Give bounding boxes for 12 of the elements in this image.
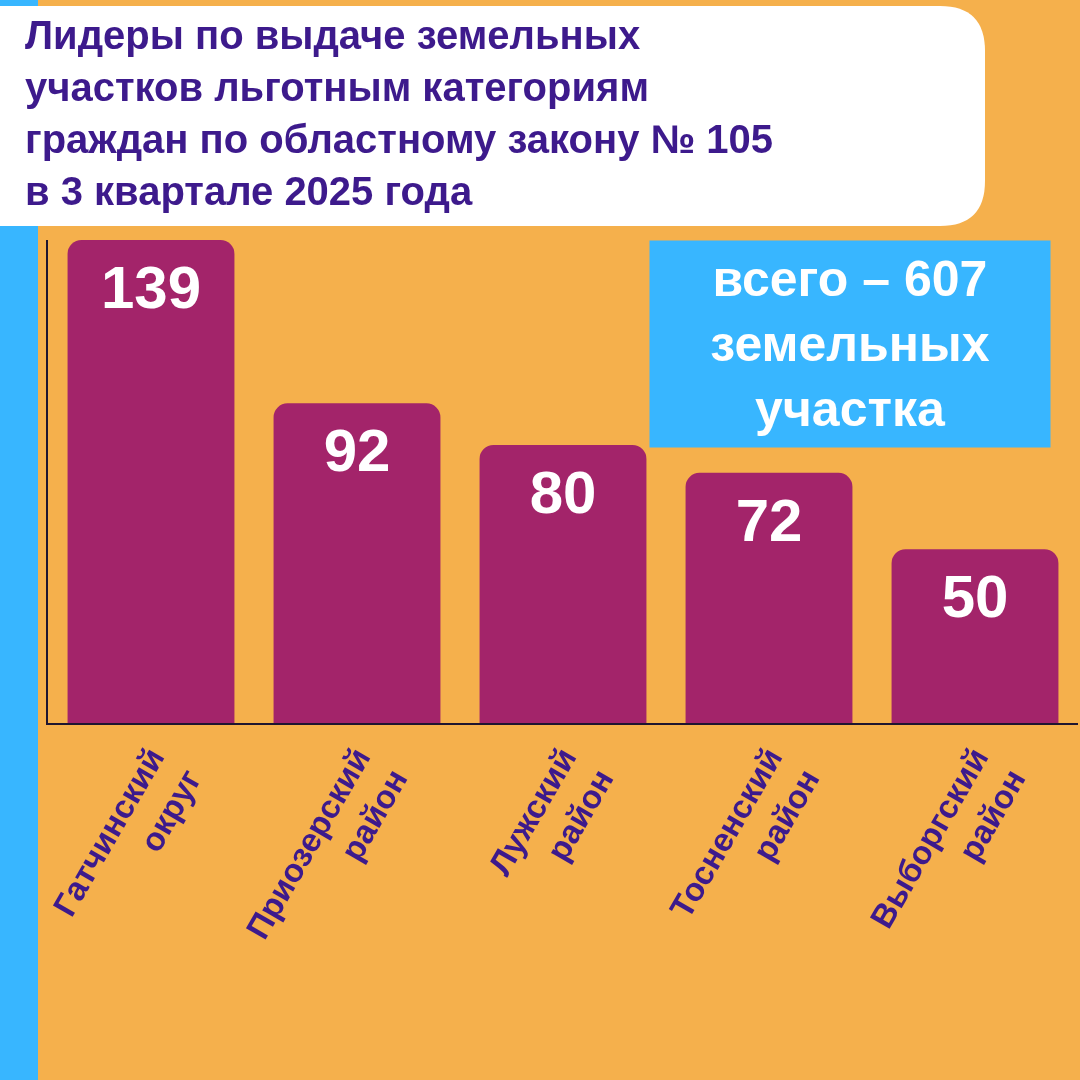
- bar: [685, 472, 853, 723]
- data-label: 139: [100, 254, 202, 321]
- bar: [891, 549, 1059, 723]
- data-label: 80: [529, 459, 597, 527]
- chart-title: Лидеры по выдаче земельных участков льготным категориям граждан по областному закону № 105 в 3 квартале 2025 года: [25, 12, 773, 213]
- bar: [273, 403, 441, 723]
- data-label: 72: [735, 486, 803, 554]
- bar: [479, 445, 647, 723]
- bar: [67, 240, 235, 723]
- annotation: всего – 607 земельных участка: [710, 251, 990, 437]
- data-label: 50: [941, 563, 1009, 631]
- data-label: 92: [323, 417, 391, 485]
